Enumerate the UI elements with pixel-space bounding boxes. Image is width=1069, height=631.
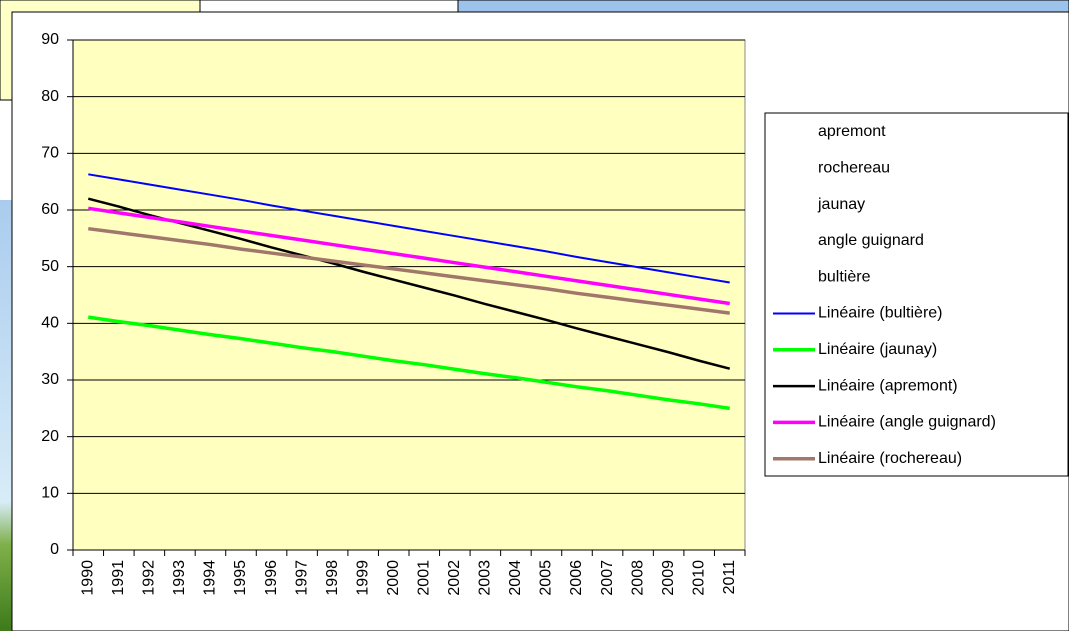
x-tick-label: 2010	[690, 560, 707, 596]
legend-label: apremont	[818, 123, 886, 140]
x-tick-label: 1995	[232, 560, 249, 596]
screen: 0 10 20 30 40 50 60 70 80 90 1990 1991 1992 1993 1994 1…	[0, 0, 1069, 631]
y-tick-label: 0	[50, 541, 59, 558]
x-tick-label: 1992	[141, 560, 158, 596]
x-tick-label: 2001	[415, 560, 432, 596]
x-tick-label: 1993	[171, 560, 188, 596]
legend-label: Linéaire (apremont)	[818, 377, 958, 394]
x-tick-label: 1999	[354, 560, 371, 596]
x-tick-label: 2011	[721, 560, 738, 595]
y-tick-label: 20	[41, 428, 59, 445]
y-tick-label: 90	[41, 31, 59, 48]
y-tick-label: 50	[41, 258, 59, 275]
legend-label: angle guignard	[818, 232, 924, 249]
y-tick-label: 80	[41, 88, 59, 105]
x-tick-label: 2002	[446, 560, 463, 596]
y-tick-label: 10	[41, 485, 59, 502]
legend-label: Linéaire (rochereau)	[818, 450, 962, 467]
legend-label: bultière	[818, 268, 871, 285]
x-tick-label: 2006	[568, 560, 585, 596]
y-tick-label: 30	[41, 371, 59, 388]
back-panel	[200, 0, 458, 12]
y-tick-label: 40	[41, 315, 59, 332]
x-tick-label: 1991	[110, 560, 127, 596]
x-tick-label: 1990	[79, 560, 96, 596]
x-tick-label: 2008	[629, 560, 646, 596]
back-image	[0, 200, 12, 631]
x-tick-label: 2007	[599, 560, 616, 596]
x-tick-label: 1998	[324, 560, 341, 596]
legend-label: jaunay	[817, 196, 865, 213]
y-tick-label: 70	[41, 145, 59, 162]
x-tick-label: 1997	[293, 560, 310, 596]
x-tick-label: 2009	[660, 560, 677, 596]
back-panel	[458, 0, 1069, 12]
plot-background	[73, 40, 745, 550]
x-tick-label: 2000	[385, 560, 402, 596]
y-tick-label: 60	[41, 201, 59, 218]
x-tick-label: 1994	[202, 560, 219, 596]
legend-label: Linéaire (bultière)	[818, 305, 943, 322]
x-tick-label: 2005	[538, 560, 555, 596]
legend-label: rochereau	[818, 160, 890, 177]
legend-label: Linéaire (angle guignard)	[818, 414, 996, 431]
x-tick-label: 2003	[477, 560, 494, 596]
x-tick-label: 1996	[263, 560, 280, 596]
legend-label: Linéaire (jaunay)	[818, 341, 937, 358]
x-tick-label: 2004	[507, 560, 524, 596]
